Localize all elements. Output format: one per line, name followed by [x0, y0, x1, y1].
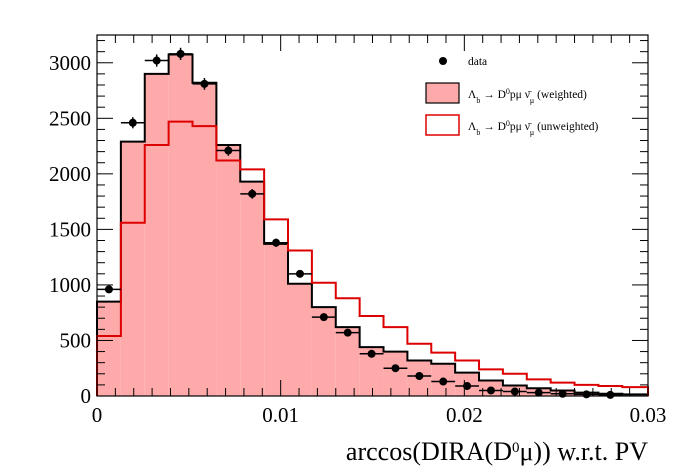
data-point — [152, 56, 161, 65]
data-point — [343, 328, 352, 337]
y-tick-label: 1000 — [49, 273, 91, 297]
y-tick-label: 3000 — [49, 51, 91, 75]
data-point — [486, 386, 495, 395]
y-tick-label: 2500 — [49, 106, 91, 130]
data-point — [439, 377, 448, 386]
data-point — [176, 49, 185, 58]
x-tick-label: 0.03 — [630, 403, 667, 427]
data-point — [319, 313, 328, 322]
weighted-bar — [192, 82, 217, 397]
unweighted-line — [96, 120, 649, 396]
weighted-bar — [216, 144, 241, 396]
data-point — [606, 390, 615, 399]
weighted-bar — [144, 73, 169, 396]
data-point — [104, 285, 113, 294]
weighted-bar — [168, 54, 193, 396]
weighted-bar — [311, 307, 336, 396]
x-tick-label: 0.01 — [262, 403, 299, 427]
data-point — [582, 390, 591, 399]
x-axis-title: arccos(DIRA(D0μ)) w.r.t. PV — [346, 437, 648, 466]
legend: data Λb → D0pμ ν̄μ (weighted) Λb → D0pμ ν̄… — [425, 56, 599, 137]
data-point — [367, 349, 376, 358]
weighted-bar — [264, 243, 289, 396]
y-tick-label: 500 — [60, 328, 92, 352]
legend-label-weighted: Λb → D0pμ ν̄μ (weighted) — [468, 87, 587, 105]
y-tick-label: 2000 — [49, 162, 91, 186]
data-point — [224, 146, 233, 155]
plot-area — [96, 47, 649, 399]
weighted-bar — [335, 327, 360, 396]
data-point — [200, 79, 209, 88]
axes: 0 500 1000 1500 2000 2500 3000 0 0.01 0.02 0.03 — [49, 34, 667, 427]
data-point — [248, 189, 257, 198]
data-point — [415, 372, 424, 381]
weighted-bar — [383, 351, 408, 396]
x-tick-label: 0.02 — [446, 403, 483, 427]
weighted-bar — [97, 301, 121, 396]
x-tick-label: 0 — [92, 403, 103, 427]
data-point — [272, 238, 281, 247]
legend-label-unweighted: Λb → D0pμ ν̄μ (unweighted) — [468, 119, 599, 137]
legend-marker-data — [439, 57, 447, 65]
weighted-bar — [240, 181, 265, 396]
data-point — [391, 364, 400, 373]
data-point — [463, 382, 472, 391]
y-tick-label: 1500 — [49, 217, 91, 241]
data-point — [295, 269, 304, 278]
data-point — [510, 387, 519, 396]
data-point — [534, 388, 543, 397]
y-tick-label: 0 — [81, 384, 92, 408]
weighted-bar — [288, 283, 312, 396]
weighted-bar — [359, 347, 384, 396]
legend-marker-weighted — [425, 82, 460, 104]
data-point — [128, 118, 137, 127]
weighted-bar — [120, 141, 145, 396]
legend-marker-unweighted — [425, 114, 460, 136]
legend-label-data: data — [468, 56, 487, 68]
